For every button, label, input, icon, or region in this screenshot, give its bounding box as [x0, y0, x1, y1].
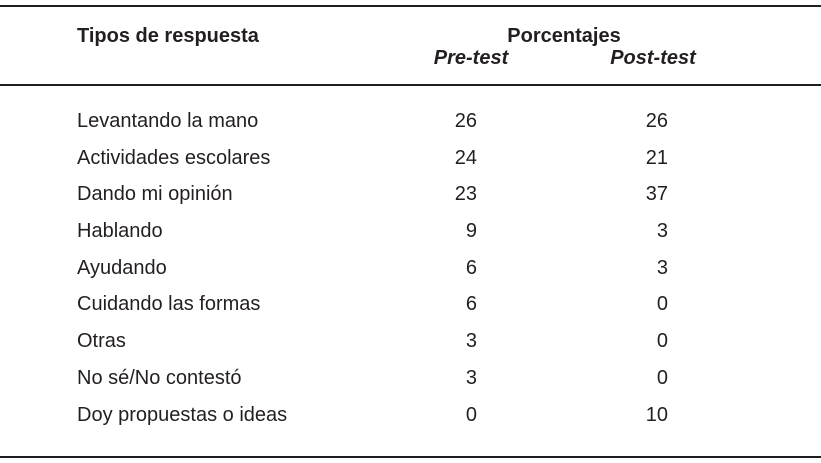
response-type-cell: Otras: [77, 330, 126, 353]
pretest-value-cell: 24: [454, 146, 477, 169]
table-body: Levantando la mano 26 26 Actividades esc…: [0, 103, 821, 433]
posttest-value-cell: 0: [656, 330, 668, 353]
response-type-cell: Cuidando las formas: [77, 293, 261, 316]
response-type-cell: Dando mi opinión: [77, 183, 233, 206]
table-row: Ayudando 6 3: [0, 250, 821, 287]
table-row: Cuidando las formas 6 0: [0, 286, 821, 323]
posttest-value-cell: 0: [656, 366, 668, 389]
table-row: Hablando 9 3: [0, 213, 821, 250]
pretest-value-cell: 0: [465, 403, 477, 426]
response-type-cell: Hablando: [77, 220, 163, 243]
pretest-value-cell: 9: [465, 220, 477, 243]
posttest-value-cell: 10: [645, 403, 668, 426]
pretest-value-cell: 23: [454, 183, 477, 206]
posttest-value-cell: 0: [656, 293, 668, 316]
table-bottom-rule: [0, 456, 821, 458]
pretest-value-cell: 26: [454, 110, 477, 132]
table-row: Dando mi opinión 23 37: [0, 176, 821, 213]
column-header-posttest: Post-test: [610, 47, 696, 69]
table-row: Doy propuestas o ideas 0 10: [0, 397, 821, 434]
response-type-cell: Ayudando: [77, 256, 167, 279]
posttest-value-cell: 21: [645, 146, 668, 169]
table-row: Levantando la mano 26 26: [0, 103, 821, 140]
column-group-header-percentages: Porcentajes: [507, 25, 621, 47]
pretest-value-cell: 6: [465, 293, 477, 316]
pretest-value-cell: 3: [465, 330, 477, 353]
posttest-value-cell: 3: [656, 256, 668, 279]
column-header-pretest: Pre-test: [433, 47, 509, 69]
posttest-value-cell: 26: [645, 110, 668, 132]
response-type-cell: Levantando la mano: [77, 110, 259, 132]
table-top-rule: [0, 5, 821, 7]
column-header-response-types: Tipos de respuesta: [77, 25, 259, 47]
posttest-value-cell: 37: [645, 183, 668, 206]
response-type-cell: Actividades escolares: [77, 146, 271, 169]
header-divider-rule: [0, 84, 821, 86]
table-row: Actividades escolares 24 21: [0, 140, 821, 177]
response-type-cell: Doy propuestas o ideas: [77, 403, 288, 426]
pretest-value-cell: 6: [465, 256, 477, 279]
posttest-value-cell: 3: [656, 220, 668, 243]
pretest-value-cell: 3: [465, 366, 477, 389]
response-type-cell: No sé/No contestó: [77, 366, 242, 389]
table-row: Otras 3 0: [0, 323, 821, 360]
table-row: No sé/No contestó 3 0: [0, 360, 821, 397]
